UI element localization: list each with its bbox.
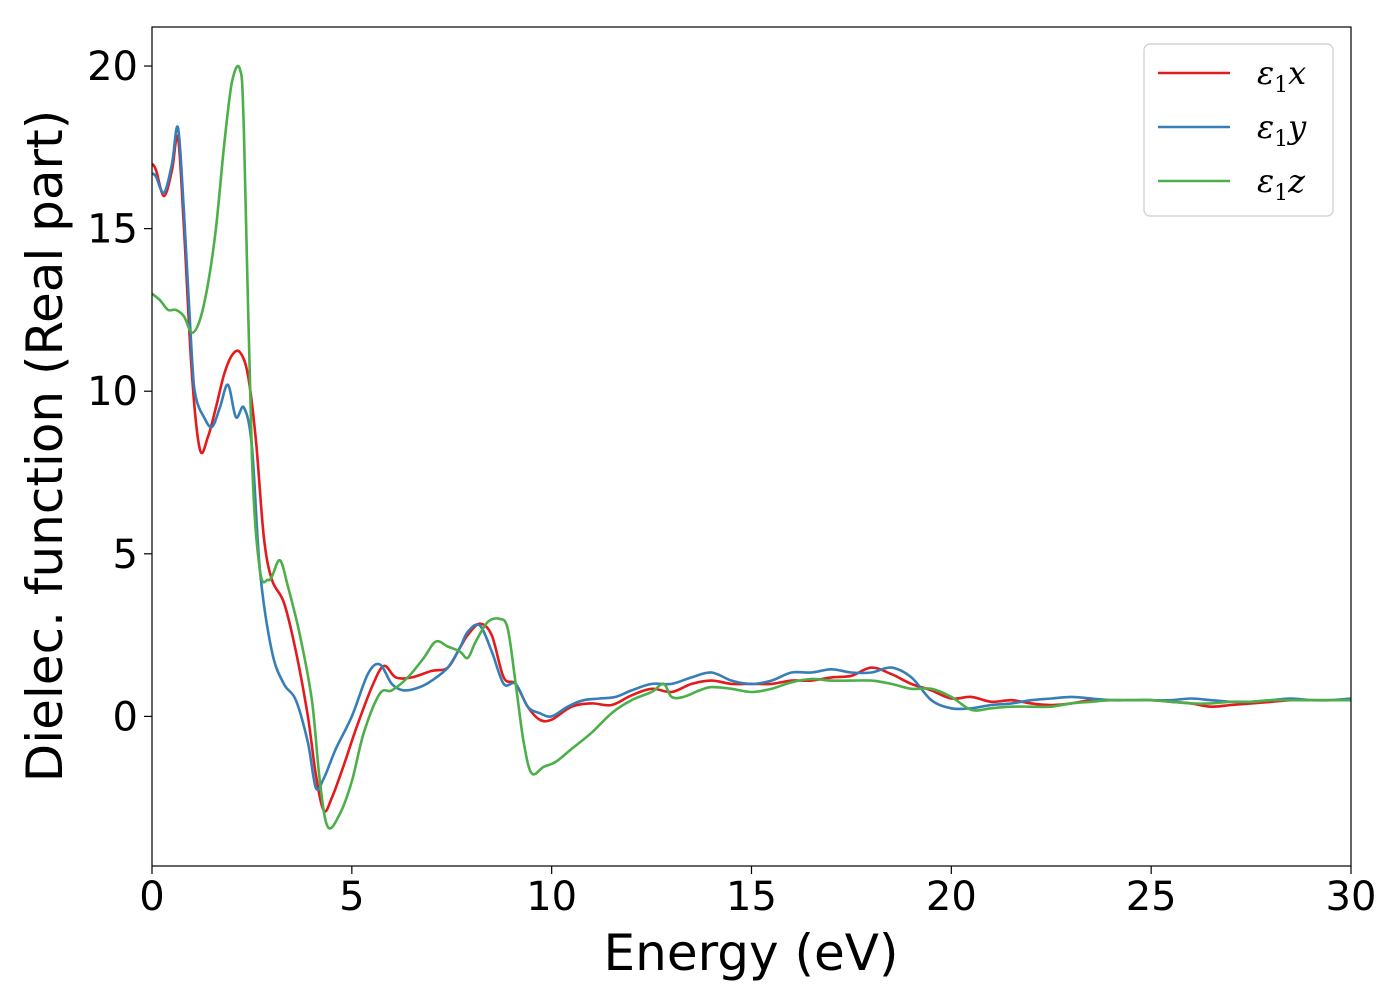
y-tick-label: 0 [113,694,138,740]
series-line-x [152,134,1351,813]
legend-item-z: ε1z [1158,162,1306,206]
legend-label: ε1z [1257,162,1306,206]
x-axis-label: Energy (eV) [604,924,899,982]
legend-box [1143,43,1334,217]
y-tick-label: 15 [87,207,138,253]
x-tick-label: 5 [339,874,364,920]
y-tick-label: 5 [113,532,138,578]
series-line-y [152,125,1351,792]
y-tick-label: 20 [87,44,138,90]
x-tick-label: 25 [1126,874,1177,920]
axis-ticks: 0 5 10 15 20 25 30 0 5 10 15 20 [87,44,1376,920]
x-tick-label: 0 [139,874,164,920]
legend: ε1x ε1y ε1z [1143,43,1334,217]
y-tick-label: 10 [87,369,138,415]
plot-lines [152,64,1351,830]
legend-label: ε1y [1257,108,1307,152]
series-line-z [152,64,1351,830]
x-tick-label: 20 [926,874,977,920]
x-tick-label: 10 [526,874,577,920]
y-axis-label: Dielec. function (Real part) [16,110,74,782]
x-tick-label: 30 [1326,874,1377,920]
legend-label: ε1x [1257,54,1306,98]
legend-item-y: ε1y [1158,108,1307,152]
x-tick-label: 15 [726,874,777,920]
legend-item-x: ε1x [1158,54,1306,98]
